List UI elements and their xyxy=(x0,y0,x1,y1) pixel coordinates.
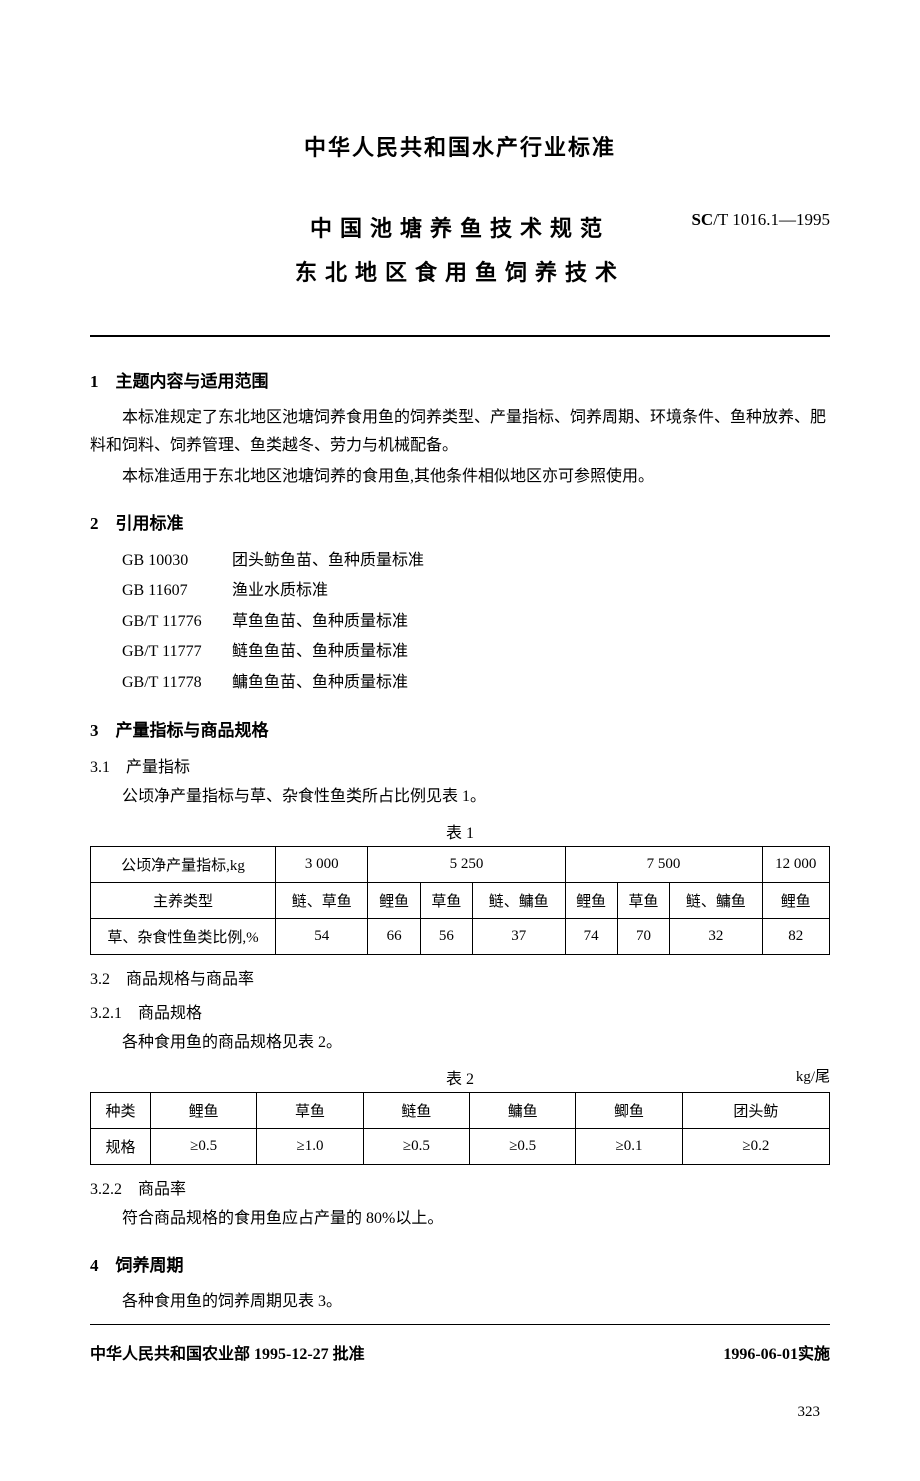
section-1-heading: 1 主题内容与适用范围 xyxy=(90,367,830,392)
reference-item: GB 10030团头鲂鱼苗、鱼种质量标准 xyxy=(122,546,830,576)
implementation-text: 1996-06-01实施 xyxy=(723,1340,830,1364)
subsection-3-2: 3.2 商品规格与商品率 xyxy=(90,965,830,989)
table-2-caption: 表 2 kg/尾 xyxy=(90,1065,830,1089)
subsection-3-2-1-para: 各种食用鱼的商品规格见表 2。 xyxy=(90,1029,830,1057)
table-1: 公顷净产量指标,kg 3 000 5 250 7 500 12 000 主养类型… xyxy=(90,846,830,955)
section-1-para-1: 本标准规定了东北地区池塘饲养食用鱼的饲养类型、产量指标、饲养周期、环境条件、鱼种… xyxy=(90,404,830,460)
standard-org-label: 中华人民共和国水产行业标准 xyxy=(90,130,830,162)
reference-item: GB 11607渔业水质标准 xyxy=(122,576,830,606)
table-1-caption: 表 1 xyxy=(90,819,830,843)
subsection-3-2-1: 3.2.1 商品规格 xyxy=(90,999,830,1023)
subsection-3-2-2-para: 符合商品规格的食用鱼应占产量的 80%以上。 xyxy=(90,1205,830,1233)
section-1-para-2: 本标准适用于东北地区池塘饲养的食用鱼,其他条件相似地区亦可参照使用。 xyxy=(90,463,830,491)
table-row: 草、杂食性鱼类比例,% 54 66 56 37 74 70 32 82 xyxy=(91,918,830,954)
section-3-heading: 3 产量指标与商品规格 xyxy=(90,716,830,741)
standard-number: SC/T 1016.1—1995 xyxy=(691,210,830,230)
table-row: 种类 鲤鱼 草鱼 鲢鱼 鳙鱼 鲫鱼 团头鲂 xyxy=(91,1092,830,1128)
footer-divider xyxy=(90,1324,830,1325)
subsection-3-1-para: 公顷净产量指标与草、杂食性鱼类所占比例见表 1。 xyxy=(90,783,830,811)
section-4-heading: 4 饲养周期 xyxy=(90,1251,830,1276)
reference-item: GB/T 11777鲢鱼鱼苗、鱼种质量标准 xyxy=(122,637,830,667)
doc-title-2: 东北地区食用鱼饲养技术 xyxy=(90,251,830,295)
subsection-3-2-2: 3.2.2 商品率 xyxy=(90,1175,830,1199)
table-row: 主养类型 鲢、草鱼 鲤鱼 草鱼 鲢、鳙鱼 鲤鱼 草鱼 鲢、鳙鱼 鲤鱼 xyxy=(91,882,830,918)
table-row: 规格 ≥0.5 ≥1.0 ≥0.5 ≥0.5 ≥0.1 ≥0.2 xyxy=(91,1128,830,1164)
approval-text: 中华人民共和国农业部 1995-12-27 批准 xyxy=(90,1340,365,1364)
section-2-heading: 2 引用标准 xyxy=(90,509,830,534)
reference-item: GB/T 11778鳙鱼鱼苗、鱼种质量标准 xyxy=(122,668,830,698)
table-row: 公顷净产量指标,kg 3 000 5 250 7 500 12 000 xyxy=(91,846,830,882)
table-2-unit: kg/尾 xyxy=(796,1065,830,1086)
reference-item: GB/T 11776草鱼鱼苗、鱼种质量标准 xyxy=(122,607,830,637)
reference-list: GB 10030团头鲂鱼苗、鱼种质量标准 GB 11607渔业水质标准 GB/T… xyxy=(122,546,830,698)
subsection-3-1: 3.1 产量指标 xyxy=(90,753,830,777)
footer-row: 中华人民共和国农业部 1995-12-27 批准 1996-06-01实施 xyxy=(90,1340,830,1364)
title-block: 中国池塘养鱼技术规范 东北地区食用鱼饲养技术 SC/T 1016.1—1995 xyxy=(90,207,830,295)
table-2: 种类 鲤鱼 草鱼 鲢鱼 鳙鱼 鲫鱼 团头鲂 规格 ≥0.5 ≥1.0 ≥0.5 … xyxy=(90,1092,830,1165)
section-4-para: 各种食用鱼的饲养周期见表 3。 xyxy=(90,1288,830,1316)
page-number: 323 xyxy=(90,1404,830,1421)
title-divider xyxy=(90,335,830,337)
